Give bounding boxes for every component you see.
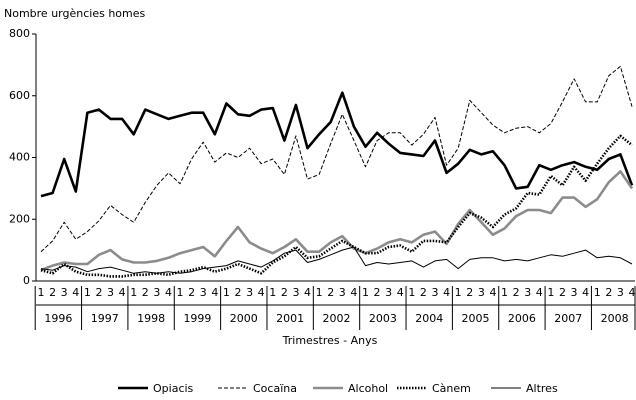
legend-label: Cànem: [432, 382, 471, 395]
x-tick-label: 3: [385, 286, 392, 299]
legend-label: Altres: [526, 382, 558, 395]
x-tick-label: 2: [374, 286, 381, 299]
x-tick-label: 2: [281, 286, 288, 299]
series-line: [40, 134, 633, 278]
x-tick-label: 4: [582, 286, 589, 299]
x-tick-label: 3: [292, 286, 299, 299]
x-tick-label: 2: [188, 286, 195, 299]
x-tick-label: 1: [547, 286, 554, 299]
x-tick-label: 3: [153, 286, 160, 299]
x-axis-label: Trimestres - Anys: [282, 334, 378, 347]
x-tick-label: 4: [536, 286, 543, 299]
x-tick-label: 3: [478, 286, 485, 299]
x-tick-label: 4: [211, 286, 218, 299]
series-line: [40, 91, 634, 198]
year-label: 1999: [183, 312, 211, 325]
x-tick-label: 3: [524, 286, 531, 299]
x-tick-label: 3: [617, 286, 624, 299]
x-tick-label: 1: [223, 286, 230, 299]
x-tick-label: 4: [489, 286, 496, 299]
x-tick-label: 1: [84, 286, 91, 299]
x-tick-label: 1: [316, 286, 323, 299]
x-tick-label: 2: [513, 286, 520, 299]
x-tick-label: 3: [61, 286, 68, 299]
x-tick-label: 2: [420, 286, 427, 299]
x-tick-label: 4: [72, 286, 79, 299]
x-tick-label: 4: [350, 286, 357, 299]
x-tick-label: 2: [559, 286, 566, 299]
year-label: 2004: [415, 312, 443, 325]
x-tick-label: 3: [246, 286, 253, 299]
x-tick-label: 1: [177, 286, 184, 299]
x-tick-label: 2: [605, 286, 612, 299]
year-label: 2001: [276, 312, 304, 325]
x-tick-label: 1: [38, 286, 45, 299]
y-tick-label: 600: [9, 89, 30, 102]
year-label: 2007: [554, 312, 582, 325]
x-tick-label: 2: [95, 286, 102, 299]
x-tick-label: 4: [397, 286, 404, 299]
x-tick-label: 3: [200, 286, 207, 299]
x-tick-label: 2: [235, 286, 242, 299]
y-tick-label: 200: [9, 212, 30, 225]
legend-label: Alcohol: [348, 382, 388, 395]
year-label: 2006: [508, 312, 536, 325]
year-label: 2000: [230, 312, 258, 325]
x-tick-label: 4: [629, 286, 636, 299]
x-tick-label: 3: [339, 286, 346, 299]
x-tick-label: 1: [130, 286, 137, 299]
legend-label: Opiacis: [153, 382, 194, 395]
x-tick-label: 1: [362, 286, 369, 299]
x-tick-label: 1: [269, 286, 276, 299]
year-label: 1998: [137, 312, 165, 325]
x-tick-label: 4: [443, 286, 450, 299]
x-tick-label: 2: [466, 286, 473, 299]
year-label: 2003: [369, 312, 397, 325]
series-line: [40, 65, 633, 253]
y-tick-label: 400: [9, 151, 30, 164]
x-tick-label: 1: [455, 286, 462, 299]
year-label: 2002: [323, 312, 351, 325]
y-axis-label: Nombre urgències homes: [4, 7, 146, 20]
x-tick-label: 2: [327, 286, 334, 299]
year-label: 2008: [601, 312, 629, 325]
x-tick-label: 4: [165, 286, 172, 299]
y-tick-label: 0: [23, 274, 30, 287]
x-tick-label: 4: [304, 286, 311, 299]
x-tick-label: 1: [594, 286, 601, 299]
x-tick-label: 4: [119, 286, 126, 299]
year-label: 1996: [44, 312, 72, 325]
x-tick-label: 4: [258, 286, 265, 299]
x-tick-label: 2: [142, 286, 149, 299]
x-tick-label: 3: [107, 286, 114, 299]
legend-label: Cocaïna: [253, 382, 297, 395]
y-tick-label: 800: [9, 27, 30, 40]
x-tick-label: 1: [501, 286, 508, 299]
series-line: [40, 170, 634, 272]
year-label: 2005: [462, 312, 490, 325]
x-tick-label: 3: [571, 286, 578, 299]
x-tick-label: 1: [408, 286, 415, 299]
series-line: [40, 246, 633, 274]
x-tick-label: 2: [49, 286, 56, 299]
x-tick-label: 3: [432, 286, 439, 299]
year-label: 1997: [91, 312, 119, 325]
